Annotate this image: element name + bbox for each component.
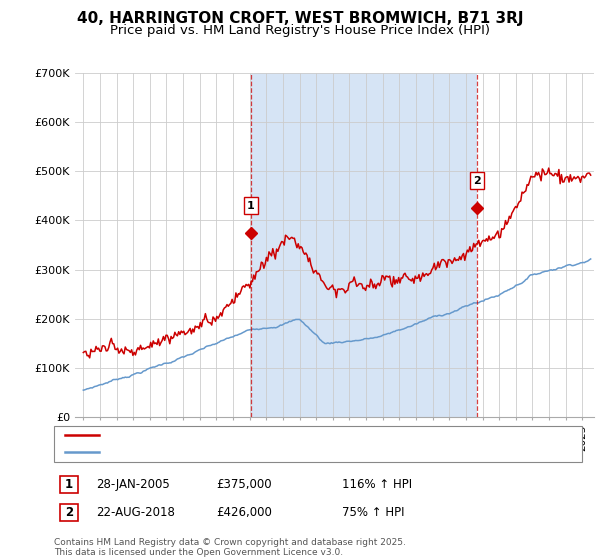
Text: 116% ↑ HPI: 116% ↑ HPI	[342, 478, 412, 491]
Text: 75% ↑ HPI: 75% ↑ HPI	[342, 506, 404, 519]
Text: 1: 1	[247, 200, 255, 211]
Text: £375,000: £375,000	[216, 478, 272, 491]
Text: 28-JAN-2005: 28-JAN-2005	[96, 478, 170, 491]
Text: HPI: Average price, detached house, Sandwell: HPI: Average price, detached house, Sand…	[105, 447, 362, 457]
Text: 40, HARRINGTON CROFT, WEST BROMWICH, B71 3RJ (detached house): 40, HARRINGTON CROFT, WEST BROMWICH, B71…	[105, 431, 500, 440]
Text: 2: 2	[473, 175, 481, 185]
Bar	[251, 73, 477, 417]
Text: Price paid vs. HM Land Registry's House Price Index (HPI): Price paid vs. HM Land Registry's House …	[110, 24, 490, 36]
Text: 40, HARRINGTON CROFT, WEST BROMWICH, B71 3RJ: 40, HARRINGTON CROFT, WEST BROMWICH, B71…	[77, 11, 523, 26]
Text: 22-AUG-2018: 22-AUG-2018	[96, 506, 175, 519]
Text: £426,000: £426,000	[216, 506, 272, 519]
Text: Contains HM Land Registry data © Crown copyright and database right 2025.
This d: Contains HM Land Registry data © Crown c…	[54, 538, 406, 557]
Text: 1: 1	[65, 478, 73, 491]
Text: 2: 2	[65, 506, 73, 519]
